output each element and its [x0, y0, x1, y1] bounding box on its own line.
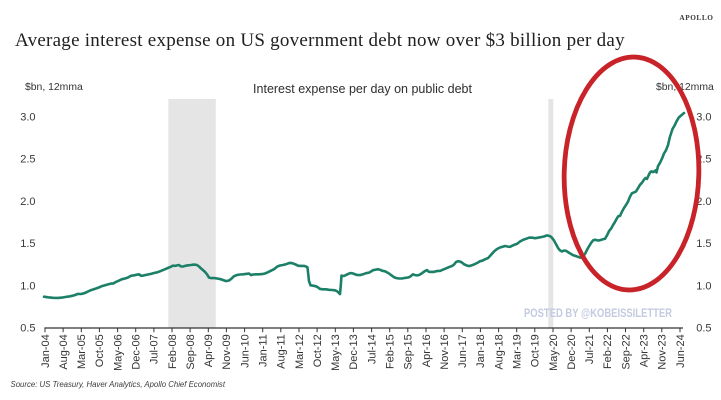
svg-text:Sep-15: Sep-15: [403, 334, 415, 369]
svg-text:Apr-16: Apr-16: [421, 334, 433, 367]
svg-text:May-13: May-13: [330, 334, 342, 371]
svg-text:Feb-15: Feb-15: [385, 334, 397, 369]
svg-text:Mar-12: Mar-12: [294, 334, 306, 369]
svg-text:Mar-19: Mar-19: [512, 334, 524, 369]
svg-text:Aug-18: Aug-18: [493, 334, 505, 369]
svg-text:3.0: 3.0: [696, 111, 711, 123]
svg-text:Jun-24: Jun-24: [675, 334, 687, 368]
svg-text:Oct-05: Oct-05: [94, 334, 106, 367]
svg-text:Feb-22: Feb-22: [602, 334, 614, 369]
svg-text:Dec-06: Dec-06: [131, 334, 143, 369]
svg-text:Oct-12: Oct-12: [312, 334, 324, 367]
svg-text:Aug-04: Aug-04: [58, 334, 70, 369]
svg-text:Jun-10: Jun-10: [239, 334, 251, 368]
svg-text:May-06: May-06: [112, 334, 124, 371]
svg-text:Jan-11: Jan-11: [258, 334, 270, 367]
svg-text:2.0: 2.0: [696, 196, 711, 208]
svg-text:Dec-13: Dec-13: [348, 334, 360, 369]
svg-text:Sep-22: Sep-22: [620, 334, 632, 369]
svg-text:May-20: May-20: [548, 334, 560, 371]
svg-text:Apr-23: Apr-23: [639, 334, 651, 367]
svg-text:Jan-18: Jan-18: [475, 334, 487, 368]
svg-text:0.5: 0.5: [696, 323, 711, 335]
svg-text:Oct-19: Oct-19: [530, 334, 542, 367]
svg-text:Jul-14: Jul-14: [366, 334, 378, 364]
svg-text:Jan-04: Jan-04: [40, 334, 52, 368]
svg-text:3.0: 3.0: [20, 111, 35, 123]
svg-text:Nov-09: Nov-09: [221, 334, 233, 369]
svg-text:1.5: 1.5: [696, 238, 711, 250]
svg-text:0.5: 0.5: [20, 323, 35, 335]
svg-text:2.0: 2.0: [20, 196, 35, 208]
svg-text:1.5: 1.5: [20, 238, 35, 250]
svg-text:1.0: 1.0: [20, 280, 35, 292]
svg-text:Mar-05: Mar-05: [76, 334, 88, 369]
svg-text:Jul-21: Jul-21: [584, 334, 596, 364]
svg-text:Feb-08: Feb-08: [167, 334, 179, 369]
svg-text:Aug-11: Aug-11: [276, 334, 288, 369]
svg-text:Sep-08: Sep-08: [185, 334, 197, 369]
svg-text:Nov-23: Nov-23: [657, 334, 669, 369]
svg-text:2.5: 2.5: [20, 154, 35, 166]
svg-text:1.0: 1.0: [696, 280, 711, 292]
svg-text:Jul-07: Jul-07: [149, 334, 161, 364]
svg-text:Apr-09: Apr-09: [203, 334, 215, 367]
svg-text:Nov-16: Nov-16: [439, 334, 451, 369]
svg-text:Jun-17: Jun-17: [457, 334, 469, 368]
svg-text:Dec-20: Dec-20: [566, 334, 578, 369]
